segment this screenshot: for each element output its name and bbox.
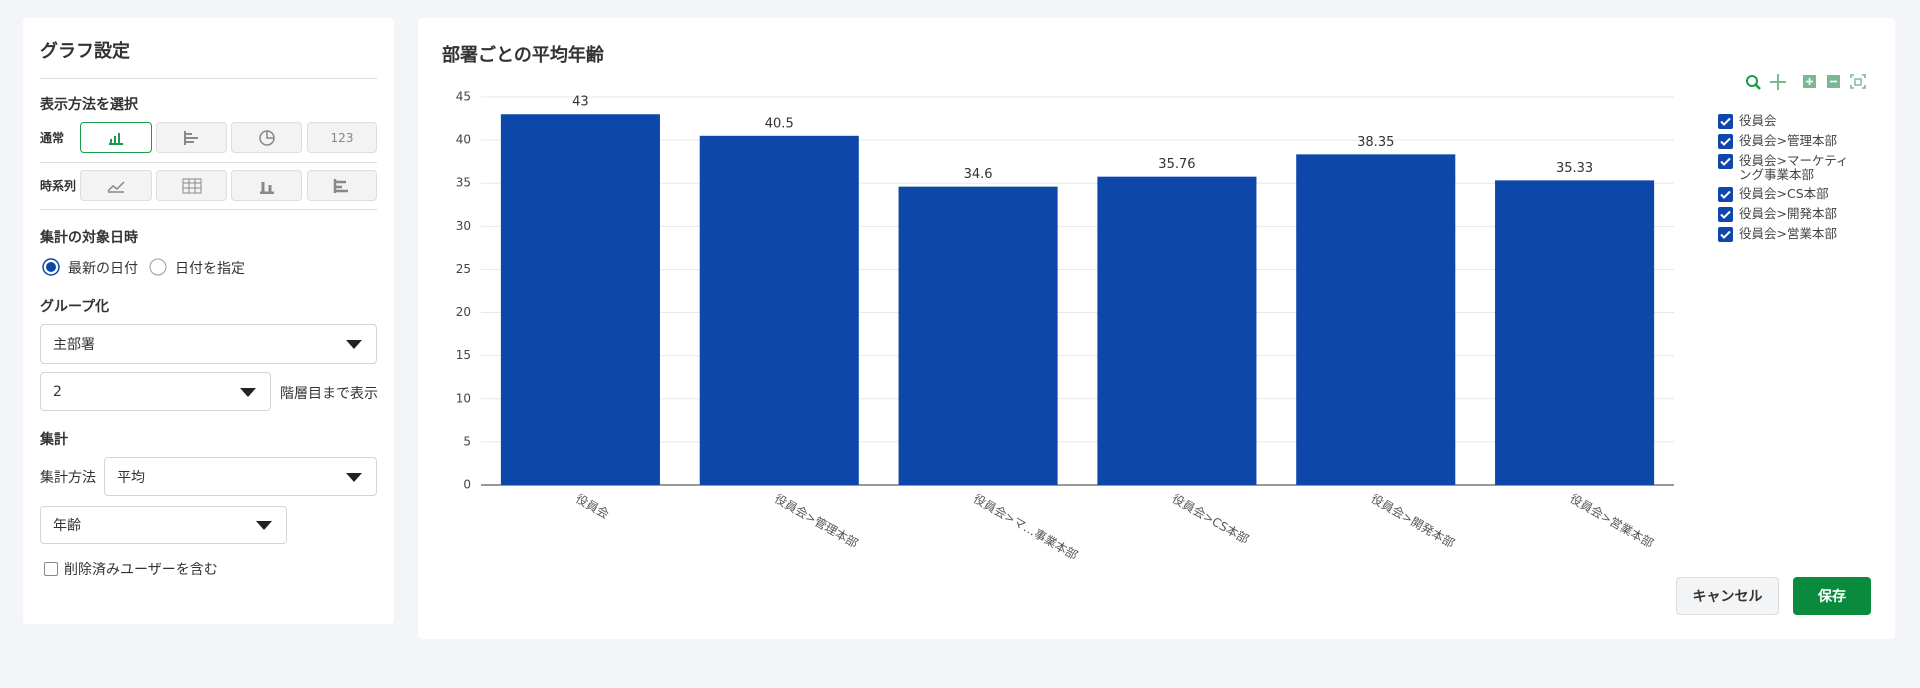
- x-tick-label: 役員会>マ…事業本部: [971, 491, 1081, 563]
- x-tick-label: 役員会>開発本部: [1369, 491, 1458, 551]
- panel-title: グラフ設定: [40, 41, 130, 62]
- reset-icon[interactable]: [1850, 74, 1866, 89]
- legend-item[interactable]: 役員会: [1718, 114, 1860, 129]
- checkbox[interactable]: [44, 562, 58, 576]
- section-label: グループ化: [40, 299, 110, 315]
- section-label: 集計: [40, 432, 68, 448]
- line-chart-button[interactable]: [80, 170, 152, 201]
- value-label: 35.76: [1158, 157, 1195, 172]
- x-tick-label: 役員会>管理本部: [772, 491, 861, 551]
- stacked-button[interactable]: [231, 170, 302, 201]
- level-select[interactable]: 2: [40, 372, 271, 411]
- radio-label: 日付を指定: [175, 261, 245, 277]
- value-label: 43: [572, 95, 589, 110]
- legend-label: 役員会>営業本部: [1739, 226, 1837, 241]
- field-select[interactable]: 年齢: [40, 506, 287, 544]
- bar-chart-button[interactable]: [80, 122, 152, 153]
- legend-label: 役員会>開発本部: [1739, 206, 1837, 221]
- section-label: 表示方法を選択: [40, 97, 138, 113]
- toolbar: [1746, 74, 1866, 90]
- legend-item[interactable]: 役員会>開発本部: [1718, 207, 1860, 222]
- checkbox-label: 削除済みユーザーを含む: [64, 562, 218, 578]
- y-tick-label: 35: [456, 176, 471, 190]
- bar: [898, 186, 1058, 485]
- legend-checkbox[interactable]: [1718, 154, 1733, 169]
- bar: [699, 135, 859, 486]
- legend-checkbox[interactable]: [1718, 134, 1733, 149]
- legend-item[interactable]: 役員会>管理本部: [1718, 134, 1860, 149]
- radio-selected[interactable]: [42, 258, 60, 276]
- y-tick-label: 20: [456, 305, 471, 319]
- value-label: 38.35: [1357, 135, 1394, 150]
- legend-checkbox[interactable]: [1718, 114, 1733, 129]
- divider: [40, 78, 377, 79]
- y-tick-label: 30: [456, 219, 471, 233]
- legend-item[interactable]: 役員会>営業本部: [1718, 227, 1860, 242]
- pie-chart-button[interactable]: [231, 122, 302, 153]
- section-label: 集計の対象日時: [40, 230, 138, 246]
- x-tick-label: 役員会>CS本部: [1170, 491, 1252, 547]
- y-tick-label: 40: [456, 133, 471, 147]
- field-label: 集計方法: [40, 470, 96, 486]
- select-value: 2: [53, 383, 62, 400]
- row-label: 時系列: [40, 179, 77, 193]
- value-label: 40.5: [765, 116, 794, 131]
- legend-checkbox[interactable]: [1718, 227, 1733, 242]
- x-tick-label: 役員会>営業本部: [1567, 491, 1656, 551]
- select-value: 主部署: [53, 337, 95, 353]
- y-tick-label: 45: [456, 90, 471, 104]
- group-select[interactable]: 主部署: [40, 324, 377, 364]
- y-tick-label: 10: [456, 391, 471, 405]
- level-suffix: 階層目まで表示: [280, 386, 378, 402]
- chart-title: 部署ごとの平均年齢: [442, 44, 605, 66]
- legend-checkbox[interactable]: [1718, 187, 1733, 202]
- save-button[interactable]: 保存: [1793, 577, 1871, 615]
- bar: [1296, 154, 1456, 486]
- pan-icon[interactable]: [1770, 74, 1786, 90]
- select-value: 年齢: [53, 518, 81, 534]
- row-label: 通常: [40, 131, 65, 145]
- zoom-icon[interactable]: [1746, 75, 1758, 87]
- value-label: 34.6: [964, 167, 993, 182]
- table-button[interactable]: [156, 170, 227, 201]
- legend-label: 役員会>マーケティング事業本部: [1739, 153, 1849, 182]
- legend-label: 役員会>CS本部: [1739, 186, 1829, 201]
- bar: [500, 114, 660, 485]
- method-select[interactable]: 平均: [104, 457, 377, 496]
- divider: [40, 162, 377, 163]
- select-value: 平均: [117, 469, 145, 486]
- y-tick-label: 15: [456, 348, 471, 362]
- bar: [1097, 176, 1257, 486]
- number-button[interactable]: 123: [307, 122, 377, 153]
- cancel-button[interactable]: キャンセル: [1676, 577, 1779, 615]
- radio[interactable]: [149, 258, 167, 276]
- legend: 役員会役員会>管理本部役員会>マーケティング事業本部役員会>CS本部 役員会>開発…: [1718, 114, 1860, 247]
- legend-label: 役員会: [1739, 113, 1777, 128]
- stacked-hbar-button[interactable]: [307, 170, 377, 201]
- y-tick-label: 0: [463, 478, 471, 492]
- legend-checkbox[interactable]: [1718, 207, 1733, 222]
- radio-label: 最新の日付: [68, 261, 138, 277]
- value-label: 35.33: [1556, 161, 1593, 176]
- y-tick-label: 25: [456, 262, 471, 276]
- legend-item[interactable]: 役員会>マーケティング事業本部: [1718, 154, 1860, 182]
- y-tick-label: 5: [463, 434, 471, 448]
- divider: [40, 209, 377, 210]
- hbar-chart-button[interactable]: [156, 122, 227, 153]
- legend-label: 役員会>管理本部: [1739, 133, 1837, 148]
- legend-item[interactable]: 役員会>CS本部: [1718, 187, 1860, 202]
- bar: [1495, 180, 1655, 485]
- x-tick-label: 役員会: [573, 491, 612, 522]
